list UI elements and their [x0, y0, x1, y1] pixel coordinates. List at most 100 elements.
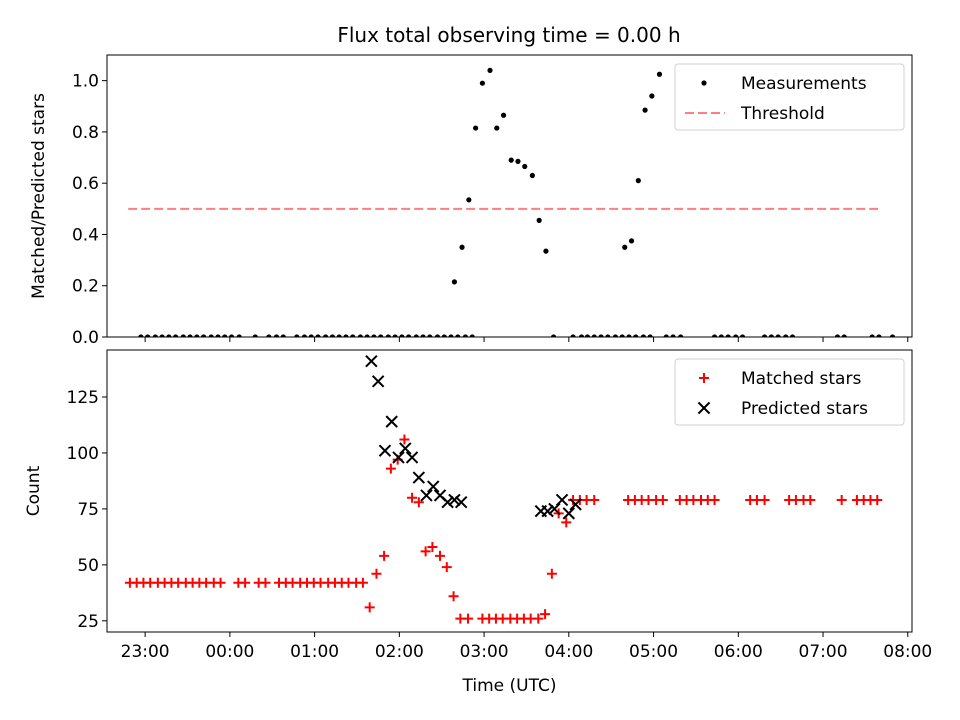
measurement-point	[364, 334, 370, 337]
measurement-point	[152, 334, 158, 337]
measurement-point	[201, 334, 207, 337]
measurement-point	[642, 107, 648, 113]
measurement-point	[427, 334, 433, 337]
measurement-point	[378, 334, 384, 337]
top-legend-label: Threshold	[740, 104, 825, 124]
measurement-point	[841, 334, 847, 337]
measurement-point	[350, 334, 356, 337]
bottom-legend: Matched stars Predicted stars	[674, 358, 905, 426]
predicted-star-point	[378, 444, 392, 457]
measurement-point	[536, 217, 542, 223]
matched-star-point	[540, 609, 551, 620]
matched-star-point	[260, 577, 271, 588]
top-data-layer	[128, 67, 952, 339]
bottom-x-tick-label: 00:00	[205, 642, 254, 662]
measurement-point	[343, 334, 349, 337]
top-panel: 0.0 0.2 0.4 0.6 0.8 1.0 Matched/Predicted star…	[29, 54, 952, 348]
measurement-point	[487, 67, 493, 73]
measurement-point	[138, 334, 144, 337]
matched-star-point	[462, 613, 473, 624]
top-legend-label: Measurements	[741, 74, 867, 94]
predicted-star-point	[365, 354, 378, 368]
measurement-point	[635, 178, 641, 184]
bottom-y-tick-label: 75	[77, 500, 99, 520]
predicted-star-point	[427, 480, 440, 493]
matched-star-point	[413, 497, 424, 508]
matched-star-point	[385, 463, 396, 474]
measurement-point	[775, 334, 781, 337]
measurement-point	[628, 238, 635, 244]
measurement-point	[584, 334, 591, 337]
measurement-point	[633, 334, 639, 337]
bottom-x-tick-label: 23:00	[121, 642, 170, 662]
predicted-star-point	[412, 471, 426, 484]
matched-star-point	[420, 546, 431, 557]
predicted-star-point	[541, 504, 554, 518]
matched-star-point	[759, 494, 770, 505]
predicted-star-point	[441, 495, 454, 509]
measurement-point	[280, 334, 286, 337]
measurement-point	[236, 334, 242, 337]
measurement-point	[605, 334, 611, 337]
measurement-point	[459, 244, 465, 250]
measurement-point	[215, 334, 221, 337]
measurement-point	[315, 334, 321, 337]
measurement-point	[947, 334, 952, 339]
bottom-legend-box	[674, 358, 905, 426]
measurement-point	[336, 334, 342, 337]
matched-star-point	[435, 550, 446, 561]
measurement-point	[711, 334, 718, 337]
bottom-y-tick-label: 50	[77, 556, 99, 576]
bottom-x-tick-label: 08:00	[883, 642, 932, 662]
matched-star-point	[805, 494, 816, 505]
bottom-y-axis-label: Count	[24, 465, 44, 516]
measurement-point	[640, 334, 646, 337]
matched-star-point	[399, 434, 410, 445]
measurement-point	[598, 334, 604, 337]
measurement-point	[455, 334, 461, 337]
measurement-point	[725, 334, 731, 337]
measurement-point	[869, 334, 875, 337]
measurement-point	[166, 334, 172, 337]
measurement-point	[392, 334, 398, 337]
measurement-point	[187, 334, 193, 337]
matched-star-point	[709, 494, 720, 505]
bottom-y-tick-label: 125	[67, 388, 99, 408]
measurement-point	[222, 334, 228, 337]
matched-star-point	[441, 562, 452, 573]
measurement-point	[441, 334, 447, 337]
top-y-tick-label: 1.0	[72, 72, 99, 92]
matched-star-point	[364, 602, 375, 613]
measurement-point	[371, 334, 377, 337]
matched-star-point	[872, 494, 883, 505]
top-y-tick-label: 0.0	[72, 328, 99, 348]
measurement-point	[173, 334, 179, 337]
matched-star-point	[240, 577, 251, 588]
measurement-point	[739, 334, 746, 337]
matched-star-point	[407, 492, 418, 503]
measurement-point	[323, 334, 329, 337]
matched-star-point	[427, 541, 438, 552]
matched-star-point	[379, 550, 390, 561]
measurement-point	[834, 334, 841, 337]
predicted-star-point	[392, 451, 405, 464]
measurement-point	[466, 197, 472, 203]
measurement-point	[670, 334, 676, 337]
measurement-point	[570, 334, 576, 337]
measurement-point	[228, 334, 235, 337]
measurement-point	[469, 334, 475, 337]
measurement-point	[647, 334, 653, 337]
measurement-point	[273, 334, 280, 337]
measurement-point	[591, 334, 597, 337]
measurement-point	[789, 334, 796, 337]
top-legend: Measurements Threshold	[674, 63, 905, 131]
predicted-star-point	[420, 489, 433, 502]
top-axes-frame	[106, 54, 913, 338]
matched-star-point	[657, 494, 668, 505]
predicted-star-point	[385, 415, 398, 428]
measurement-point	[768, 334, 774, 337]
chart-title: Flux total observing time = 0.00 h	[337, 23, 680, 47]
matched-star-point	[533, 613, 544, 624]
matched-star-point	[448, 591, 459, 602]
